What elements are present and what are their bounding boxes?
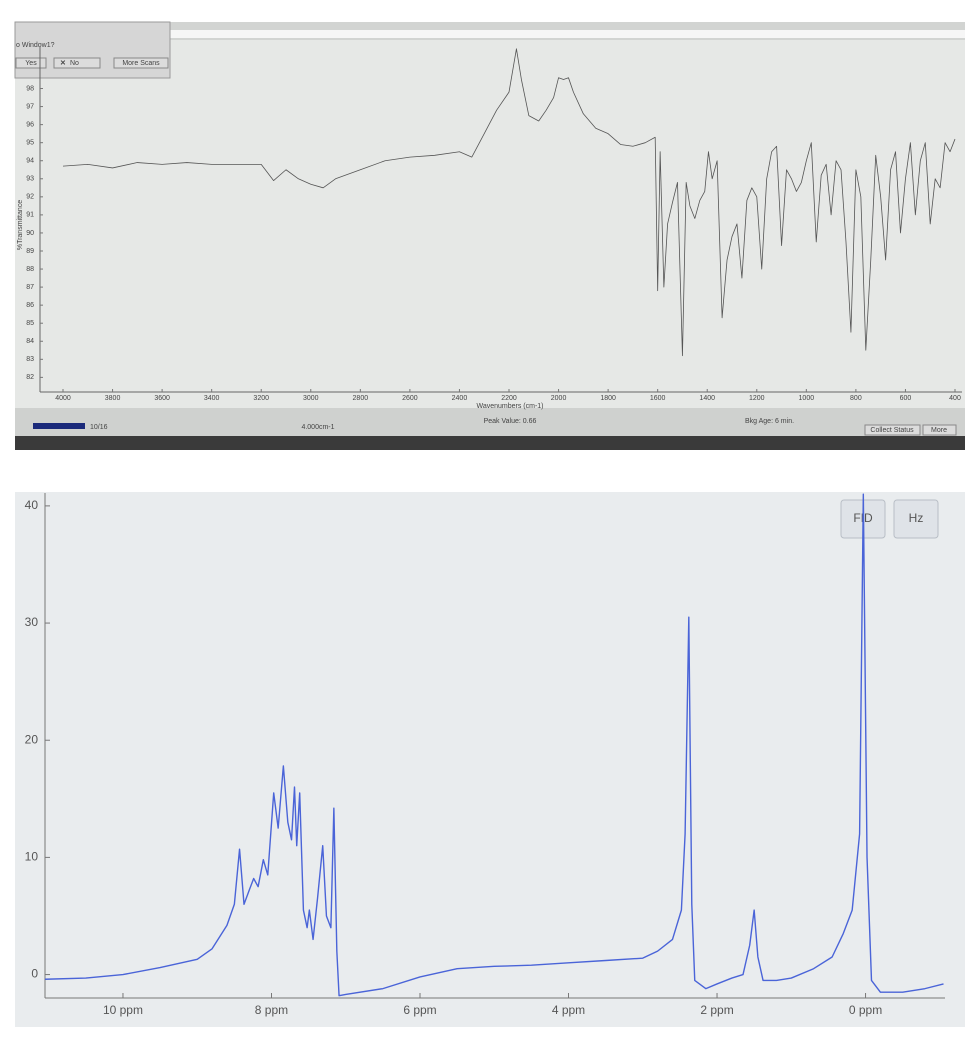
scan-count: 10/16 (90, 424, 108, 431)
more-scans-button[interactable] (113, 57, 169, 69)
x-tick-label: 400 (949, 395, 961, 402)
more-scans-label[interactable]: More Scans (122, 60, 160, 67)
y-axis-label: %Transmittance (17, 200, 24, 250)
y-tick-label: 98 (26, 85, 34, 92)
spectrum-line (62, 48, 956, 357)
y-tick-label: 83 (26, 356, 34, 363)
ir-background (15, 22, 965, 450)
x-tick-label: 3800 (105, 395, 121, 402)
y-tick-label: 87 (26, 284, 34, 291)
toolbar-strip (170, 30, 965, 38)
y-tick-label: 88 (26, 266, 34, 273)
y-tick-label: 40 (25, 498, 39, 512)
y-tick-label: 91 (26, 212, 34, 219)
x-tick-label: 1600 (650, 395, 666, 402)
y-tick-label: 86 (26, 302, 34, 309)
x-tick-label: 2400 (452, 395, 468, 402)
no-button[interactable] (53, 57, 101, 69)
collect-status-button[interactable] (864, 424, 921, 436)
x-tick-label: 3200 (253, 395, 269, 402)
x-tick-label: 8 ppm (255, 1003, 288, 1017)
status-bar (15, 408, 965, 436)
x-tick-label: 0 ppm (849, 1003, 882, 1017)
y-tick-label: 90 (26, 230, 34, 237)
y-tick-label: 30 (25, 615, 39, 629)
x-tick-label: 600 (900, 395, 912, 402)
x-tick-label: 1800 (600, 395, 616, 402)
no-label[interactable]: No (70, 60, 79, 67)
more-label[interactable]: More (931, 427, 947, 434)
y-tick-label: 89 (26, 248, 34, 255)
y-tick-label: 82 (26, 374, 34, 381)
nmr-window: FID Hz 10 ppm 8 ppm 6 ppm 4 ppm 2 ppm 0 ppm01… (15, 492, 965, 1027)
x-tick-label: 800 (850, 395, 862, 402)
y-tick-label: 0 (31, 967, 38, 981)
x-tick-label: 3000 (303, 395, 319, 402)
x-tick-label: 1000 (799, 395, 815, 402)
y-tick-label: 97 (26, 103, 34, 110)
x-tick-label: 6 ppm (403, 1003, 436, 1017)
y-tick-label: 84 (26, 338, 34, 345)
y-tick-label: 93 (26, 176, 34, 183)
progress-icon (33, 423, 85, 429)
x-tick-label: 2600 (402, 395, 418, 402)
x-tick-label: 4000 (55, 395, 71, 402)
dialog (14, 21, 171, 79)
hz-label[interactable]: Hz (909, 511, 924, 525)
collect-status-label[interactable]: Collect Status (870, 427, 914, 434)
bkg-age: Bkg Age: 6 min. (745, 418, 794, 425)
y-tick-label: 85 (26, 320, 34, 327)
more-button[interactable] (922, 424, 957, 436)
x-tick-label: 1400 (699, 395, 715, 402)
yes-label[interactable]: Yes (25, 60, 37, 67)
x-tick-label: 10 ppm (103, 1003, 143, 1017)
y-tick-label: 92 (26, 194, 34, 201)
y-tick-label: 20 (25, 732, 39, 746)
x-tick-label: 2 ppm (700, 1003, 733, 1017)
x-tick-label: 3400 (204, 395, 220, 402)
x-tick-label: 3600 (154, 395, 170, 402)
x-tick-label: 4 ppm (552, 1003, 585, 1017)
y-tick-label: 96 (26, 121, 34, 128)
x-tick-label: 2800 (353, 395, 369, 402)
taskbar (15, 436, 965, 450)
x-axis-label: Wavenumbers (cm-1) (476, 403, 543, 410)
nmr-background (15, 492, 965, 1027)
y-tick-label: 94 (26, 158, 34, 165)
x-tick-label: 2000 (551, 395, 567, 402)
resolution: 4.000cm-1 (301, 424, 334, 431)
spectrum-line (44, 493, 944, 997)
ir-window: o Window1? Yes ✕ No More Scans 10/16 4.0… (14, 21, 965, 450)
x-tick-label: 2200 (501, 395, 517, 402)
x-tick-label: 1200 (749, 395, 765, 402)
peak-value: Peak Value: 0.66 (484, 418, 537, 425)
y-tick-label: 95 (26, 140, 34, 147)
y-tick-label: 10 (25, 850, 39, 864)
yes-button[interactable] (15, 57, 47, 69)
hz-button[interactable] (893, 499, 939, 539)
no-icon: ✕ (60, 60, 66, 67)
dialog-prompt: o Window1? (16, 42, 55, 49)
